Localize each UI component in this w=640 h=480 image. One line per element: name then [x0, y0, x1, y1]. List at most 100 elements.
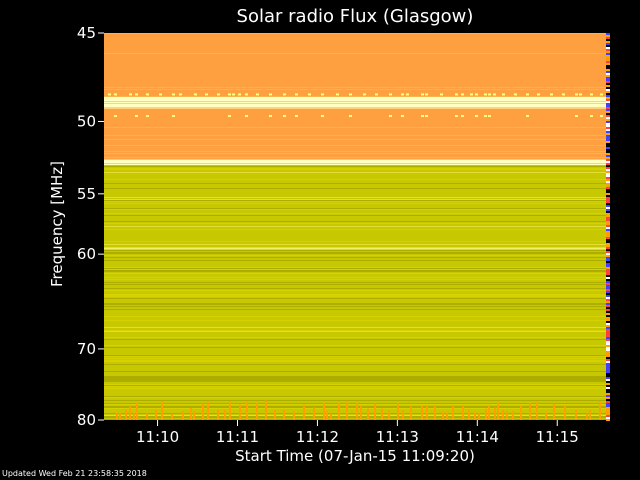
edge-speckle — [606, 271, 610, 273]
edge-speckle — [606, 219, 610, 221]
texture-line — [104, 145, 610, 146]
texture-line — [104, 273, 610, 274]
texture-line — [104, 197, 610, 198]
edge-speckle — [606, 323, 610, 325]
y-tick-label: 70 — [77, 340, 96, 358]
edge-speckle — [606, 179, 610, 181]
edge-speckle — [606, 365, 610, 367]
burst-dot — [114, 115, 117, 118]
edge-speckle — [606, 177, 610, 179]
edge-speckle — [606, 233, 610, 235]
edge-speckle — [606, 127, 610, 129]
burst-spike — [346, 402, 348, 420]
edge-speckle — [606, 403, 610, 405]
edge-speckle — [606, 255, 610, 257]
edge-speckle — [606, 413, 610, 415]
texture-line — [104, 139, 610, 140]
texture-line — [104, 215, 610, 216]
edge-speckle — [606, 395, 610, 397]
burst-spike — [545, 412, 547, 420]
edge-speckle — [606, 83, 610, 85]
edge-speckle — [606, 165, 610, 167]
edge-speckle — [606, 33, 610, 35]
burst-spike — [239, 404, 241, 420]
edge-speckle — [606, 267, 610, 269]
edge-speckle — [606, 369, 610, 371]
texture-line — [104, 209, 610, 210]
edge-speckle — [606, 77, 610, 79]
edge-speckle — [606, 375, 610, 377]
burst-spike — [462, 404, 464, 420]
intensity-band — [104, 108, 610, 160]
burst-spike — [497, 402, 499, 420]
edge-speckle — [606, 407, 610, 409]
texture-line — [104, 277, 610, 278]
texture-line — [104, 87, 610, 88]
texture-line — [104, 183, 610, 184]
edge-speckle — [606, 55, 610, 57]
burst-spike — [119, 412, 121, 420]
edge-speckle — [606, 301, 610, 303]
texture-line — [104, 223, 610, 224]
texture-line — [104, 290, 610, 291]
edge-speckle — [606, 181, 610, 183]
edge-speckle — [606, 305, 610, 307]
chart-title: Solar radio Flux (Glasgow) — [237, 6, 474, 27]
edge-speckle — [606, 313, 610, 315]
texture-line — [104, 221, 610, 222]
burst-dot — [389, 93, 392, 96]
edge-speckle — [606, 251, 610, 253]
edge-speckle — [606, 89, 610, 91]
edge-speckle — [606, 59, 610, 61]
edge-speckle — [606, 379, 610, 381]
burst-spike — [586, 413, 588, 420]
texture-line — [104, 379, 610, 380]
edge-speckle — [606, 203, 610, 205]
texture-line — [104, 271, 610, 272]
edge-speckle — [606, 329, 610, 331]
edge-speckle — [606, 57, 610, 59]
texture-line — [104, 400, 610, 401]
edge-speckle — [606, 325, 610, 327]
texture-line — [104, 356, 610, 357]
burst-spike — [564, 405, 566, 420]
burst-dot — [135, 115, 138, 118]
burst-spike — [274, 410, 276, 420]
burst-spike — [303, 404, 305, 420]
x-tick-label: 11:11 — [216, 428, 259, 446]
edge-speckle — [606, 73, 610, 75]
edge-speckle — [606, 155, 610, 157]
burst-spike — [575, 409, 577, 420]
burst-dot — [217, 93, 220, 96]
burst-spike — [442, 411, 444, 420]
edge-speckle — [606, 263, 610, 265]
edge-speckle — [606, 317, 610, 319]
texture-line — [104, 188, 610, 189]
edge-speckle — [606, 147, 610, 149]
texture-line — [104, 376, 610, 377]
edge-speckle — [606, 141, 610, 143]
burst-spike — [182, 411, 184, 420]
burst-dot — [493, 93, 496, 96]
edge-speckle — [606, 193, 610, 195]
edge-speckle — [606, 377, 610, 379]
burst-dot — [526, 115, 529, 118]
edge-speckle — [606, 283, 610, 285]
edge-speckle — [606, 37, 610, 39]
edge-speckle — [606, 299, 610, 301]
burst-dot — [579, 93, 582, 96]
edge-speckle — [606, 125, 610, 127]
edge-speckle — [606, 119, 610, 121]
intensity-band — [104, 159, 610, 166]
burst-dot — [295, 115, 298, 118]
burst-spike — [381, 408, 383, 420]
burst-dot — [283, 93, 286, 96]
edge-speckle — [606, 291, 610, 293]
burst-dot — [238, 93, 241, 96]
edge-speckle — [606, 295, 610, 297]
burst-dot — [514, 93, 517, 96]
texture-line — [104, 169, 610, 170]
texture-line — [104, 89, 610, 90]
y-tick-label: 55 — [77, 185, 96, 203]
burst-dot — [461, 93, 464, 96]
